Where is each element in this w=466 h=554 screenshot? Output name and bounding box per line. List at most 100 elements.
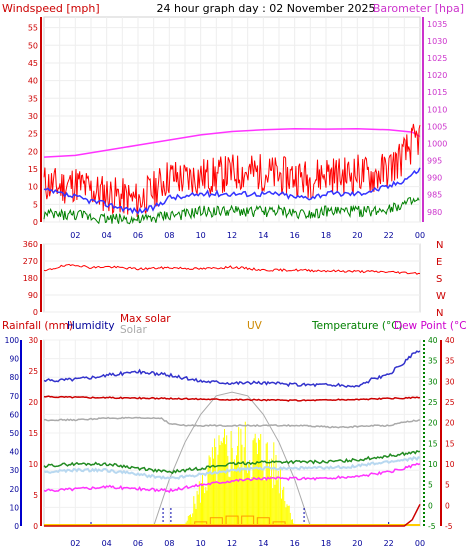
temperature-tick-label: 10: [428, 460, 438, 469]
temperature-tick-label: 5: [428, 481, 433, 490]
x-tick-label: 08: [164, 539, 174, 548]
direction-tick-label: 0: [33, 308, 38, 317]
humidity-tick-label: 100: [5, 336, 20, 345]
x-tick-label: 02: [70, 539, 80, 548]
dewpoint-tick-label: 0: [445, 501, 450, 510]
compass-label: W: [436, 291, 446, 302]
compass-label: S: [436, 274, 442, 285]
right-tick-label: 990: [427, 174, 442, 183]
temperature-tick-label: 35: [428, 357, 438, 366]
max-solar-curve: [153, 391, 311, 527]
x-tick-label: 16: [290, 231, 300, 240]
wind-direction-line: [43, 263, 421, 275]
solar-line: [43, 416, 421, 429]
dewpoint-tick-label: 35: [445, 357, 455, 366]
dewpoint-tick-label: 15: [445, 439, 455, 448]
compass-label: N: [436, 240, 443, 251]
x-tick-label: 16: [290, 539, 300, 548]
x-tick-label: 10: [196, 231, 206, 240]
dewpoint-tick-label: 40: [445, 336, 455, 345]
right-tick-label: 1015: [427, 88, 447, 97]
humidity-tick-label: 40: [9, 448, 19, 457]
left-tick-label: 30: [28, 112, 38, 121]
humidity-tick-label: 30: [9, 466, 19, 475]
x-tick-label: 20: [352, 539, 362, 548]
legend-rainfall: Rainfall (mm): [2, 320, 73, 332]
left-tick-label: 50: [28, 41, 38, 50]
left-tick-label: 15: [28, 165, 38, 174]
x-tick-label: 14: [258, 539, 268, 548]
left-tick-label: 25: [28, 130, 38, 139]
rain-tick-label: 20: [28, 398, 38, 407]
right-tick-label: 1000: [427, 139, 447, 148]
rain-tick-label: 5: [33, 491, 38, 500]
right-tick-label: 985: [427, 191, 442, 200]
dewpoint-tick-label: 30: [445, 377, 455, 386]
rain-tick-label: 25: [28, 367, 38, 376]
wind-low-line: [43, 196, 420, 225]
rain-tick-label: 15: [28, 429, 38, 438]
humidity-tick-label: 70: [9, 392, 19, 401]
humidity-line: [43, 350, 421, 388]
right-tick-label: 980: [427, 208, 442, 217]
windspeed-axis-label: Windspeed [mph]: [2, 2, 100, 15]
rain-line: [44, 503, 421, 527]
direction-tick-label: 90: [28, 291, 38, 300]
x-tick-label: 06: [133, 231, 143, 240]
x-tick-label: 08: [164, 231, 174, 240]
legend-solar: Solar: [120, 324, 147, 336]
left-tick-label: 20: [28, 147, 38, 156]
direction-tick-label: 360: [23, 240, 38, 249]
left-tick-label: 40: [28, 77, 38, 86]
humidity-tick-label: 20: [9, 485, 19, 494]
compass-label: N: [436, 308, 443, 319]
dewpoint-tick-label: 5: [445, 481, 450, 490]
rain-tick-label: 0: [33, 522, 38, 531]
x-tick-label: 00: [415, 539, 425, 548]
temperature-line: [43, 449, 421, 475]
felt-line: [43, 456, 421, 480]
wind-average-line: [43, 167, 421, 215]
legend-max-solar: Max solar: [120, 313, 171, 325]
humidity-tick-label: 60: [9, 410, 19, 419]
dewpoint-tick-label: 25: [445, 398, 455, 407]
temperature-tick-label: 40: [428, 336, 438, 345]
left-tick-label: 35: [28, 94, 38, 103]
wind-barometer-panel: 0510152025303540455055980985990995100010…: [28, 16, 447, 240]
x-tick-label: 06: [133, 539, 143, 548]
right-tick-label: 1005: [427, 122, 447, 131]
dewpoint-tick-label: 10: [445, 460, 455, 469]
rain-tick-label: 10: [28, 460, 38, 469]
humidity-tick-label: 80: [9, 373, 19, 382]
x-tick-label: 04: [102, 231, 112, 240]
humidity-tick-label: 0: [14, 522, 19, 531]
humidity-tick-label: 50: [9, 429, 19, 438]
right-tick-label: 1020: [427, 71, 447, 80]
temperature-tick-label: 30: [428, 377, 438, 386]
wind-gust-line: [43, 123, 421, 217]
legend-uv: UV: [247, 320, 263, 332]
x-tick-label: 12: [227, 539, 237, 548]
chart-title: 24 hour graph day : 02 November 2025: [156, 2, 375, 15]
dewpoint-line: [43, 462, 421, 494]
barometer-line: [43, 127, 421, 158]
x-tick-label: 10: [196, 539, 206, 548]
temperature-tick-label: 20: [428, 419, 438, 428]
right-tick-label: 1035: [427, 20, 447, 29]
dewpoint-tick-label: -5: [445, 522, 453, 531]
rain-tick-label: 30: [28, 336, 38, 345]
humidity-tick-label: 10: [9, 503, 19, 512]
x-tick-label: 00: [415, 231, 425, 240]
direction-tick-label: 180: [23, 274, 38, 283]
x-tick-label: 04: [102, 539, 112, 548]
left-tick-label: 5: [33, 200, 38, 209]
temperature-tick-label: 15: [428, 439, 438, 448]
right-tick-label: 1010: [427, 105, 447, 114]
dewpoint-tick-label: 20: [445, 419, 455, 428]
direction-tick-label: 270: [23, 257, 38, 266]
temperature-tick-label: 25: [428, 398, 438, 407]
temperature-tick-label: -5: [428, 522, 436, 531]
maxsolar-line: [43, 395, 421, 402]
